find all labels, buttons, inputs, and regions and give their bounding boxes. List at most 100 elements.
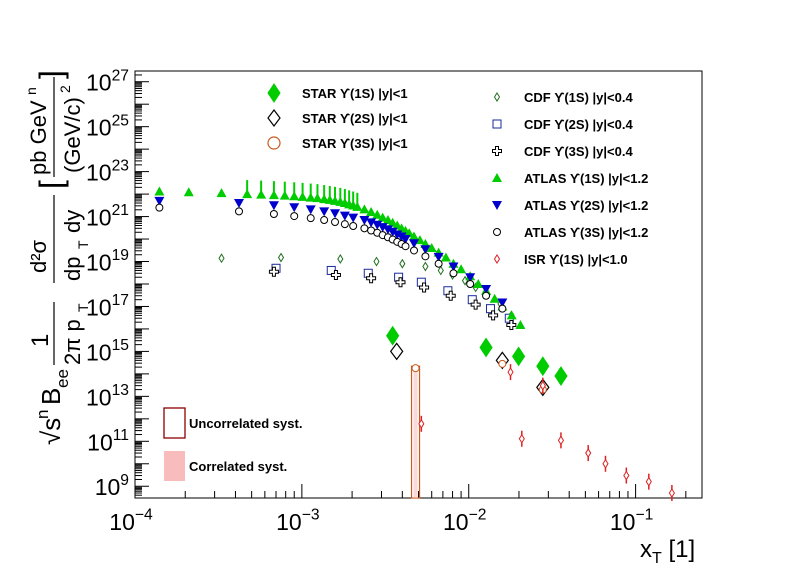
data-point [420, 245, 431, 255]
data-point [434, 259, 443, 268]
data-point [218, 253, 225, 264]
data-point [498, 359, 507, 368]
data-point [506, 310, 517, 320]
x-tick-label: 10−1 [610, 507, 653, 535]
data-point [372, 220, 383, 230]
data-point [290, 212, 299, 221]
series-9 [418, 364, 675, 502]
data-point [268, 266, 279, 277]
data-point [602, 458, 609, 469]
data-point [511, 346, 526, 367]
systematic-bands [410, 365, 421, 499]
data-point [515, 319, 526, 329]
legend-marker [493, 228, 501, 236]
data-point [466, 279, 475, 288]
data-point [155, 203, 164, 212]
y-label-b: B [36, 388, 66, 405]
data-point [330, 270, 341, 281]
data-point [401, 242, 410, 251]
data-point [400, 235, 411, 245]
series-7 [154, 196, 508, 308]
legend-label: ATLAS ϒ(2S) |y|<1.2 [524, 198, 648, 213]
data-point [411, 364, 420, 373]
legend-label: ISR ϒ(1S) |y|<1.0 [524, 252, 628, 267]
data-point [518, 433, 525, 444]
data-point [289, 191, 300, 201]
data-point [297, 191, 308, 201]
data-point [482, 291, 491, 300]
data-point [305, 205, 316, 215]
data-point [154, 196, 165, 206]
data-point [242, 189, 253, 199]
axis-ticks: 10−4 10−3 10−2 10−1 109 1011 1013 1015 1017 1019 1… [86, 67, 687, 535]
data-point [320, 216, 329, 225]
legend-marker [493, 254, 501, 264]
data-point [557, 435, 565, 446]
data-point [268, 190, 279, 200]
data-point [216, 188, 227, 198]
uncorrelated-syst-label: Uncorrelated syst. [189, 416, 302, 431]
data-point [623, 470, 630, 481]
y-label-open-bracket: [ [33, 180, 69, 189]
data-point [386, 325, 400, 346]
legend-marker [267, 136, 281, 150]
data-point [479, 337, 493, 358]
data-point [645, 476, 652, 487]
data-point [488, 310, 499, 321]
y-label-sqrt-s: √s [36, 418, 66, 445]
y-label-frac1-num: 1 [27, 334, 54, 347]
data-point [498, 304, 507, 313]
correlated-syst-label: Correlated syst. [189, 459, 287, 474]
data-point [340, 220, 349, 229]
data-point [437, 265, 444, 276]
legend-label: STAR ϒ(1S) |y|<1 [302, 86, 408, 101]
data-point [234, 207, 243, 216]
data-point [360, 224, 369, 233]
data-point [409, 231, 420, 241]
y-label-frac1-den-sub: T [75, 303, 91, 312]
data-point [449, 269, 458, 278]
y-tick-label: 1015 [86, 337, 129, 365]
y-tick-label: 1019 [86, 247, 129, 275]
correlated-syst-swatch [164, 451, 185, 481]
y-label-frac1-den: 2π p [60, 319, 85, 365]
data-point [421, 252, 430, 261]
data-point [418, 418, 425, 429]
data-point [269, 210, 278, 219]
data-point [337, 254, 344, 264]
data-point [485, 304, 495, 314]
y-label-units-num-sup: n [23, 87, 39, 95]
data-point [433, 252, 444, 262]
data-point [352, 201, 363, 211]
data-point [366, 206, 377, 216]
data-point [473, 278, 484, 288]
data-point [366, 218, 377, 228]
data-point [539, 380, 546, 391]
legend-marker [492, 201, 502, 210]
data-point [465, 273, 476, 283]
y-label-units-den-sup: 2 [57, 85, 73, 93]
legend-label: CDF ϒ(2S) |y|<0.4 [524, 117, 633, 132]
data-point [277, 252, 285, 263]
y-label-close-bracket: ] [33, 70, 69, 79]
y-label-units-num: pb GeV [26, 100, 51, 175]
y-tick-label: 1011 [87, 427, 129, 455]
y-tick-label: 1027 [86, 67, 129, 95]
data-point [330, 209, 341, 219]
data-point [481, 284, 492, 294]
series-4 [271, 263, 514, 323]
data-point [377, 212, 388, 222]
series-6 [154, 180, 526, 329]
y-tick-label: 1013 [86, 382, 129, 410]
data-point [554, 366, 568, 386]
data-point [422, 261, 429, 272]
data-point [268, 201, 279, 211]
data-point [536, 356, 550, 377]
x-tick-label: 10−2 [443, 507, 486, 535]
legend-marker [492, 173, 502, 182]
y-label-sqrt-s-power: n [33, 410, 52, 419]
data-point [419, 282, 430, 293]
